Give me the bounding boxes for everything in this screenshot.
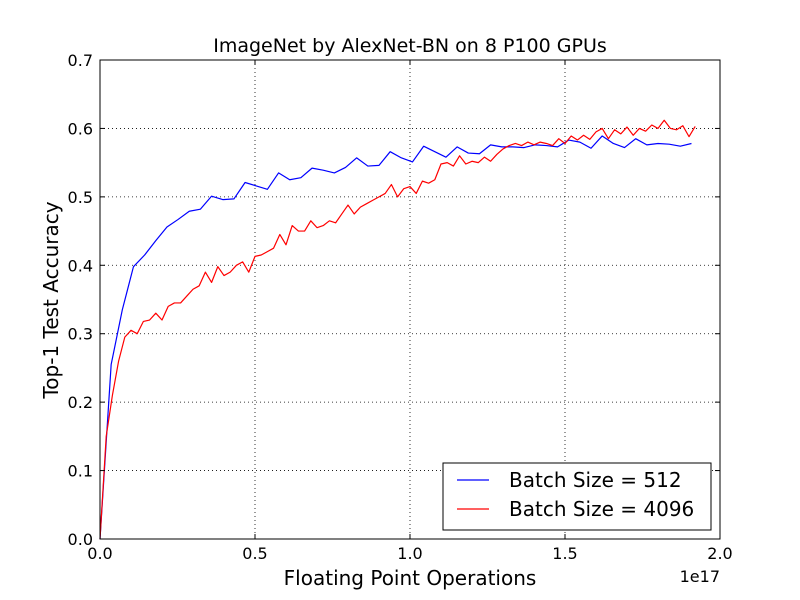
legend-label-batch-512: Batch Size = 512	[509, 468, 682, 492]
y-tick-label: 0.0	[68, 530, 93, 549]
chart-title: ImageNet by AlexNet-BN on 8 P100 GPUs	[213, 35, 607, 57]
y-tick-label: 0.3	[68, 325, 93, 344]
y-tick-label: 0.1	[68, 462, 93, 481]
x-tick-label: 0.5	[242, 544, 267, 563]
x-axis-offset-label: 1e17	[680, 567, 720, 586]
tick-labels: 0.0 0.5 1.0 1.5 2.0 0.0 0.1 0.2 0.3 0.4 0.5 0.6 0.7	[68, 51, 733, 563]
x-tick-label: 1.0	[397, 544, 422, 563]
x-tick-label: 0.0	[87, 544, 112, 563]
y-tick-label: 0.7	[68, 51, 93, 70]
y-tick-label: 0.6	[68, 119, 93, 138]
x-axis-label: Floating Point Operations	[284, 566, 537, 590]
legend-box	[442, 462, 712, 531]
series-lines	[99, 119, 696, 540]
y-tick-label: 0.4	[68, 256, 93, 275]
x-tick-label: 2.0	[707, 544, 732, 563]
legend: Batch Size = 512 Batch Size = 4096	[442, 462, 712, 531]
x-tick-label: 1.5	[552, 544, 577, 563]
y-axis-label: Top-1 Test Accuracy	[39, 201, 63, 399]
y-tick-label: 0.5	[68, 188, 93, 207]
y-tick-label: 0.2	[68, 393, 93, 412]
axis-ticks	[99, 59, 721, 540]
legend-label-batch-4096: Batch Size = 4096	[509, 497, 694, 521]
series-line-batch-512	[99, 135, 692, 540]
series-line-batch-4096	[99, 119, 696, 540]
